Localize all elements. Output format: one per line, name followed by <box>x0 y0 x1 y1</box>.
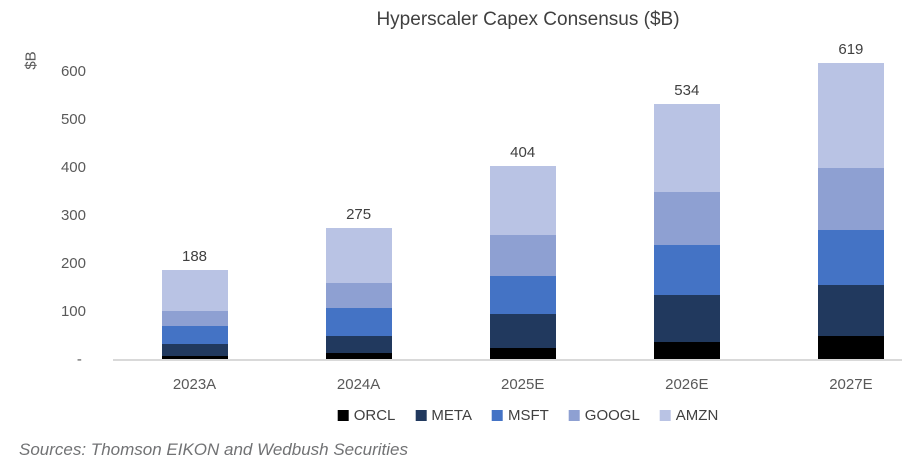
legend-swatch-orcl-icon <box>337 410 349 421</box>
total-label-2027e: 619 <box>838 40 864 58</box>
y-tick-0: - <box>72 351 86 368</box>
bar-segment-meta-2025e <box>489 313 556 348</box>
bar-segment-orcl-2023a <box>161 356 228 360</box>
bar-segment-msft-2024a <box>325 307 392 336</box>
bar-segment-meta-2027e <box>817 284 884 336</box>
bar-segment-googl-2023a <box>161 310 228 326</box>
x-axis-label-2023a: 2023A <box>172 376 217 393</box>
bar-segment-meta-2026e <box>653 294 720 342</box>
total-label-2025e: 404 <box>510 144 536 162</box>
legend-swatch-meta-icon <box>415 410 427 421</box>
legend-swatch-amzn-icon <box>659 410 671 421</box>
bar-segment-googl-2027e <box>817 168 884 231</box>
bar-segment-amzn-2027e <box>817 62 884 169</box>
x-axis-label-2027e: 2027E <box>829 376 873 393</box>
bar-segment-orcl-2025e <box>489 347 556 360</box>
legend-item-meta: META <box>415 407 472 424</box>
x-axis-label-2025e: 2025E <box>501 376 545 393</box>
bar-segment-amzn-2024a <box>325 228 392 284</box>
legend-item-msft: MSFT <box>491 407 549 424</box>
legend-swatch-googl-icon <box>568 410 580 421</box>
bar-segment-googl-2024a <box>325 283 392 308</box>
legend-swatch-msft-icon <box>491 410 503 421</box>
legend-label-meta: META <box>431 407 472 424</box>
y-tick-100: 100 <box>60 303 86 320</box>
x-axis-label-2024a: 2024A <box>336 376 381 393</box>
total-label-2024a: 275 <box>346 206 372 223</box>
sources-note: Sources: Thomson EIKON and Wedbush Secur… <box>19 440 408 459</box>
y-tick-600: 600 <box>60 63 86 80</box>
bar-segment-amzn-2023a <box>161 269 228 311</box>
legend-label-amzn: AMZN <box>675 407 719 424</box>
bar-segment-meta-2023a <box>161 344 228 357</box>
bar-segment-meta-2024a <box>325 335 392 353</box>
chart-title: Hyperscaler Capex Consensus ($B) <box>376 9 680 30</box>
y-tick-200: 200 <box>60 255 86 272</box>
total-label-2023a: 188 <box>181 247 208 265</box>
legend-item-amzn: AMZN <box>659 407 719 424</box>
bar-segment-orcl-2026e <box>653 341 720 360</box>
bar-segment-msft-2023a <box>161 325 228 345</box>
legend-label-orcl: ORCL <box>353 407 396 424</box>
legend-label-msft: MSFT <box>507 407 549 424</box>
legend-label-googl: GOOGL <box>584 407 640 424</box>
x-axis-label-2026e: 2026E <box>665 376 709 393</box>
bar-segment-amzn-2025e <box>489 166 556 235</box>
total-label-2026e: 534 <box>674 81 700 99</box>
bar-segment-orcl-2027e <box>817 335 884 360</box>
bar-segment-amzn-2026e <box>653 103 720 193</box>
legend: ORCL META MSFT GOOGL AMZN <box>337 407 719 424</box>
legend-item-googl: GOOGL <box>568 407 640 424</box>
bar-segment-msft-2026e <box>653 244 720 295</box>
legend-item-orcl: ORCL <box>337 407 396 424</box>
bar-segment-googl-2025e <box>489 234 556 276</box>
y-tick-400: 400 <box>60 159 86 176</box>
y-tick-500: 500 <box>60 111 86 128</box>
bar-segment-orcl-2024a <box>325 352 392 360</box>
y-tick-300: 300 <box>60 207 86 224</box>
bar-segment-msft-2027e <box>817 230 884 285</box>
bar-segment-googl-2026e <box>653 192 720 245</box>
x-axis-line <box>113 359 902 361</box>
bar-segment-msft-2025e <box>489 275 556 314</box>
